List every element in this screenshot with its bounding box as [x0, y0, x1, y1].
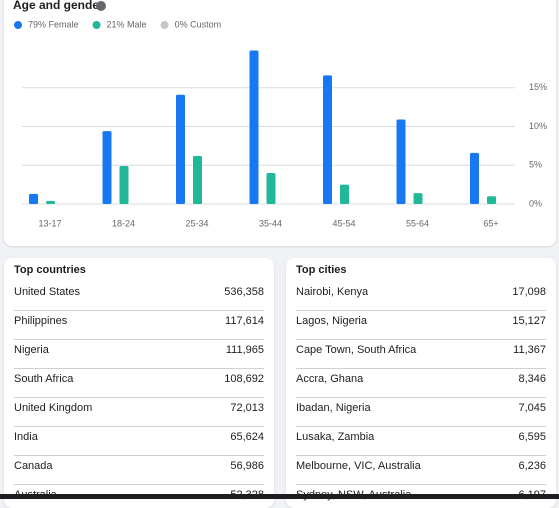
table-row: South Africa 108,692 — [14, 368, 264, 398]
row-label: Philippines — [14, 315, 68, 327]
bar — [266, 173, 276, 204]
row-label: Accra, Ghana — [296, 373, 364, 385]
table-row: Lusaka, Zambia 6,595 — [296, 426, 546, 456]
bar — [102, 131, 112, 204]
bar — [470, 152, 479, 204]
row-value: 72,013 — [230, 402, 264, 414]
table-row: United States 536,358 — [14, 281, 264, 311]
x-tick-label: 55-64 — [406, 218, 429, 228]
x-tick-label: 35-44 — [259, 218, 282, 228]
chart-title: Age and gender — [13, 0, 104, 12]
table-row: United Kingdom 72,013 — [14, 397, 264, 427]
bar — [413, 193, 423, 204]
bar — [323, 75, 332, 204]
x-tick-label: 25-34 — [185, 218, 208, 228]
row-label: Melbourne, VIC, Australia — [296, 460, 421, 472]
row-label: Canada — [14, 460, 53, 472]
table-row: Accra, Ghana 8,346 — [296, 368, 546, 398]
table-row: Nigeria 111,965 — [14, 339, 264, 369]
legend-label: 79% Female — [28, 19, 79, 29]
countries-card: Top countries United States 536,358 Philipp… — [4, 258, 274, 508]
row-value: 111,965 — [225, 344, 264, 356]
bar — [193, 155, 202, 204]
row-value: 108,692 — [224, 373, 264, 385]
chart: Age and gender 79% Female 21% Male 0% Cust… — [13, 0, 547, 228]
bar — [46, 200, 55, 204]
row-value: 56,986 — [230, 460, 264, 472]
x-tick-label: 18-24 — [112, 218, 135, 228]
row-label: Cape Town, South Africa — [296, 344, 417, 356]
table-row: Lagos, Nigeria 15,127 — [296, 310, 546, 340]
row-value: 7,045 — [518, 402, 546, 414]
table-row: Melbourne, VIC, Australia 6,236 — [296, 455, 546, 485]
bar — [487, 196, 496, 204]
bar — [119, 166, 129, 204]
row-value: 6,595 — [518, 431, 546, 443]
table-row: India 65,624 — [14, 426, 264, 456]
legend-label: 21% Male — [107, 19, 147, 29]
row-label: India — [14, 431, 38, 443]
table-row: Canada 56,986 — [14, 455, 264, 485]
info-icon[interactable] — [96, 1, 106, 11]
table-row: Ibadan, Nigeria 7,045 — [296, 397, 546, 427]
row-value: 536,358 — [224, 286, 264, 298]
row-value: 117,614 — [225, 315, 264, 327]
row-value: 8,346 — [518, 373, 546, 385]
row-label: South Africa — [14, 373, 74, 385]
chart-card: Age and gender 79% Female 21% Male 0% Cust… — [4, 0, 556, 246]
bottom-bar — [0, 494, 559, 499]
y-tick-label: 5% — [529, 160, 542, 170]
x-tick-label: 45-54 — [332, 218, 355, 228]
row-label: United States — [14, 286, 81, 298]
x-tick-label: 65+ — [483, 218, 498, 228]
table-row: Philippines 117,614 — [14, 310, 264, 340]
bar — [29, 193, 38, 204]
row-label: Nairobi, Kenya — [296, 286, 369, 298]
y-tick-label: 10% — [529, 121, 547, 131]
table-title: Top countries — [14, 264, 86, 276]
bar — [249, 50, 259, 204]
table-row: Cape Town, South Africa 11,367 — [296, 339, 546, 369]
x-tick-label: 13-17 — [38, 218, 61, 228]
row-value: 6,236 — [518, 460, 546, 472]
legend-marker — [92, 21, 101, 29]
row-label: Lusaka, Zambia — [296, 431, 375, 443]
row-value: 17,098 — [512, 286, 546, 298]
legend-marker — [14, 21, 22, 29]
row-label: Ibadan, Nigeria — [296, 402, 371, 414]
cities-card: Top cities Nairobi, Kenya 17,098 Lagos, Nig… — [286, 258, 556, 508]
bar — [176, 94, 185, 204]
table-title: Top cities — [296, 264, 347, 276]
row-label: Lagos, Nigeria — [296, 315, 367, 327]
bar — [340, 184, 349, 204]
y-tick-label: 0% — [529, 198, 542, 208]
legend-marker — [160, 21, 169, 29]
row-value: 15,127 — [512, 315, 546, 327]
row-value: 11,367 — [513, 344, 546, 356]
row-value: 65,624 — [230, 431, 264, 443]
y-tick-label: 15% — [529, 82, 547, 92]
bar — [396, 119, 406, 204]
table-row: Nairobi, Kenya 17,098 — [296, 281, 546, 311]
legend-label: 0% Custom — [175, 19, 222, 29]
row-label: United Kingdom — [14, 402, 93, 414]
row-label: Nigeria — [14, 344, 49, 356]
